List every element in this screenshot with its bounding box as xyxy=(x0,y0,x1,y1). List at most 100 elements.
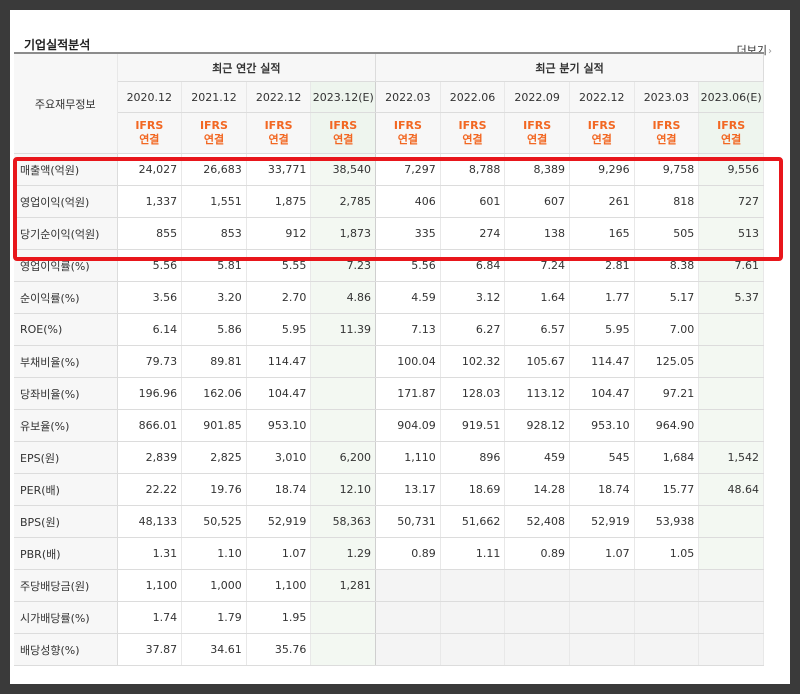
table-cell: 165 xyxy=(569,217,635,250)
table-cell xyxy=(569,569,635,602)
table-cell xyxy=(698,633,764,666)
accounting-standard-label: IFRS xyxy=(652,119,681,132)
table-cell: 601 xyxy=(440,185,506,218)
table-cell: 1.11 xyxy=(440,537,506,570)
row-label: 유보율(%) xyxy=(14,409,118,442)
consolidation-label: 연결 xyxy=(139,133,160,146)
table-cell xyxy=(310,633,377,666)
accounting-standard-label: IFRS xyxy=(199,119,228,132)
table-cell: 0.89 xyxy=(375,537,441,570)
period-header: 2023.03 xyxy=(634,81,700,113)
table-cell: 2,839 xyxy=(117,441,183,474)
accounting-standard-label: IFRS xyxy=(458,119,487,132)
table-cell: 9,296 xyxy=(569,153,635,186)
row-label: ROE(%) xyxy=(14,313,118,346)
consolidation-label: 연결 xyxy=(527,133,548,146)
table-cell: 22.22 xyxy=(117,473,183,506)
table-row: 유보율(%) 866.01 901.85 953.10 904.09 919.51 928.… xyxy=(14,409,764,442)
table-cell: 1,684 xyxy=(634,441,700,474)
accounting-standard-header: IFRS 연결 xyxy=(310,112,377,154)
table-cell xyxy=(634,569,700,602)
table-cell: 1.29 xyxy=(310,537,377,570)
table-cell: 7.24 xyxy=(504,249,570,282)
period-header: 2022.09 xyxy=(504,81,570,113)
table-row: 시가배당률(%) 1.74 1.79 1.95 xyxy=(14,601,764,634)
table-cell: 3.20 xyxy=(181,281,247,314)
table-cell: 6.27 xyxy=(440,313,506,346)
accounting-header-row: IFRS 연결 IFRS 연결 IFRS 연결 IFRS 연결 IFRS 연결 IFRS 연결 IFRS… xyxy=(14,112,764,154)
consolidation-label: 연결 xyxy=(462,133,483,146)
table-cell: 113.12 xyxy=(504,377,570,410)
row-label: 순이익률(%) xyxy=(14,281,118,314)
period-header: 2022.06 xyxy=(440,81,506,113)
table-cell: 13.17 xyxy=(375,473,441,506)
table-cell xyxy=(504,569,570,602)
table-row: PBR(배) 1.31 1.10 1.07 1.29 0.89 1.11 0.89 1.07 1.… xyxy=(14,537,764,570)
table-row: 당좌비율(%) 196.96 162.06 104.47 171.87 128.03 113… xyxy=(14,377,764,410)
accounting-standard-header: IFRS 연결 xyxy=(246,112,312,154)
table-cell: 35.76 xyxy=(246,633,312,666)
table-cell: 9,556 xyxy=(698,153,764,186)
table-cell: 6,200 xyxy=(310,441,377,474)
consolidation-label: 연결 xyxy=(721,133,742,146)
table-cell: 274 xyxy=(440,217,506,250)
table-cell: 8,788 xyxy=(440,153,506,186)
chevron-right-icon: › xyxy=(768,46,772,57)
table-cell: 513 xyxy=(698,217,764,250)
accounting-standard-header: IFRS 연결 xyxy=(117,112,183,154)
table-cell: 3,010 xyxy=(246,441,312,474)
table-cell xyxy=(698,377,764,410)
table-cell: 4.86 xyxy=(310,281,377,314)
table-cell xyxy=(698,537,764,570)
table-cell xyxy=(634,633,700,666)
table-cell: 97.21 xyxy=(634,377,700,410)
table-row: 배당성향(%) 37.87 34.61 35.76 xyxy=(14,633,764,666)
table-cell: 866.01 xyxy=(117,409,183,442)
table-cell: 37.87 xyxy=(117,633,183,666)
table-cell: 912 xyxy=(246,217,312,250)
section-title: 기업실적분석 xyxy=(24,38,91,52)
accounting-standard-header: IFRS 연결 xyxy=(440,112,506,154)
quarter-group-header: 최근 분기 실적 xyxy=(375,52,764,82)
table-cell xyxy=(310,377,377,410)
table-cell: 0.89 xyxy=(504,537,570,570)
table-cell: 2,825 xyxy=(181,441,247,474)
table-row: 순이익률(%) 3.56 3.20 2.70 4.86 4.59 3.12 1.64 1.77 5… xyxy=(14,281,764,314)
table-row: 당기순이익(억원) 855 853 912 1,873 335 274 138 165 505 51… xyxy=(14,217,764,250)
accounting-standard-label: IFRS xyxy=(523,119,552,132)
table-cell: 919.51 xyxy=(440,409,506,442)
table-cell: 896 xyxy=(440,441,506,474)
table-cell xyxy=(440,601,506,634)
accounting-standard-label: IFRS xyxy=(717,119,746,132)
table-cell xyxy=(698,601,764,634)
table-row: 주당배당금(원) 1,100 1,000 1,100 1,281 xyxy=(14,569,764,602)
table-cell: 7.13 xyxy=(375,313,441,346)
table-cell: 904.09 xyxy=(375,409,441,442)
table-cell: 3.56 xyxy=(117,281,183,314)
table-cell: 15.77 xyxy=(634,473,700,506)
table-cell: 52,919 xyxy=(569,505,635,538)
table-cell xyxy=(569,633,635,666)
table-row: 영업이익률(%) 5.56 5.81 5.55 7.23 5.56 6.84 7.24 2.81… xyxy=(14,249,764,282)
table-cell: 138 xyxy=(504,217,570,250)
table-cell: 52,919 xyxy=(246,505,312,538)
period-header: 2021.12 xyxy=(181,81,247,113)
financial-table: 주요재무정보 최근 연간 실적 최근 분기 실적 2020.12 2021.12 2… xyxy=(14,52,764,666)
table-cell: 964.90 xyxy=(634,409,700,442)
table-cell: 1,337 xyxy=(117,185,183,218)
table-cell: 114.47 xyxy=(246,345,312,378)
table-cell: 1,873 xyxy=(310,217,377,250)
accounting-standard-header: IFRS 연결 xyxy=(375,112,441,154)
table-cell: 4.59 xyxy=(375,281,441,314)
table-cell: 5.37 xyxy=(698,281,764,314)
table-cell: 5.95 xyxy=(246,313,312,346)
accounting-standard-label: IFRS xyxy=(587,119,616,132)
table-cell: 1.79 xyxy=(181,601,247,634)
consolidation-label: 연결 xyxy=(397,133,418,146)
period-header: 2022.03 xyxy=(375,81,441,113)
table-cell: 48,133 xyxy=(117,505,183,538)
table-cell: 6.84 xyxy=(440,249,506,282)
table-cell: 3.12 xyxy=(440,281,506,314)
table-cell: 19.76 xyxy=(181,473,247,506)
row-label: 영업이익률(%) xyxy=(14,249,118,282)
